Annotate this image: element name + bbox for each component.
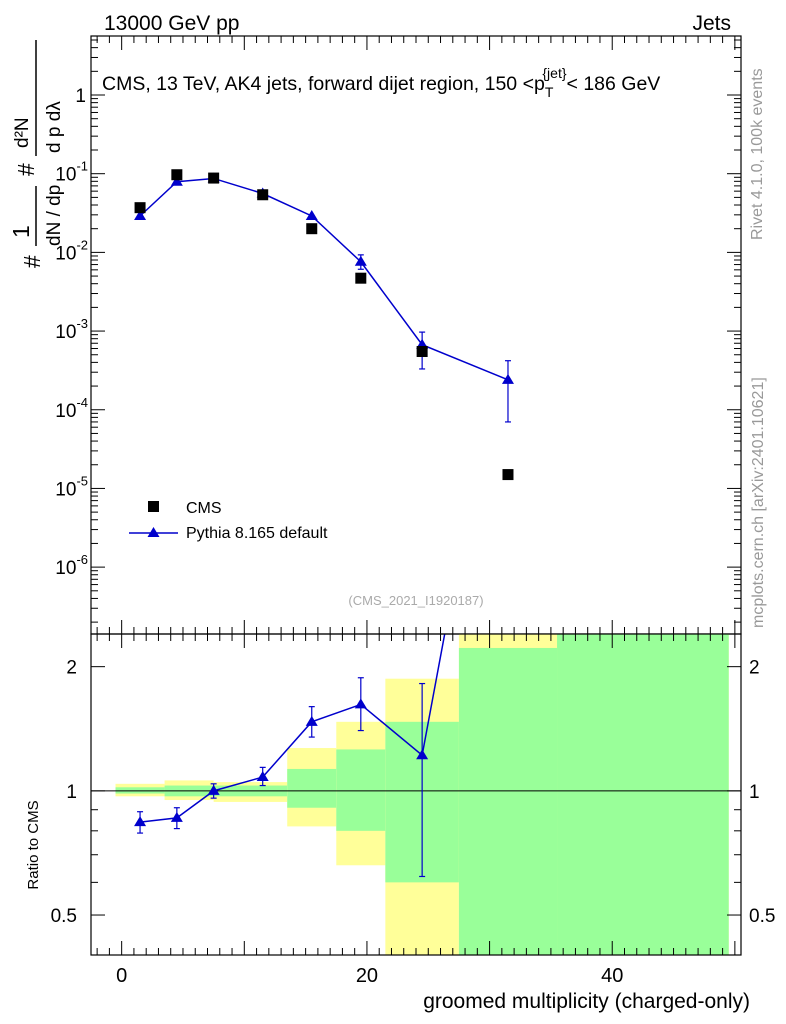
- main-y-tick-label: 10-3: [55, 316, 88, 343]
- pythia-point: [134, 209, 147, 220]
- cms-point: [257, 189, 269, 201]
- rivet-version-label: Rivet 4.1.0, 100k events: [749, 68, 766, 240]
- legend-label-pythia: Pythia 8.165 default: [186, 525, 328, 542]
- cms-point: [355, 272, 367, 284]
- pythia-point: [305, 209, 318, 220]
- ratio-pythia-point: [416, 749, 429, 760]
- pythia-point: [501, 373, 514, 384]
- main-y-axis-label: # 1 dN / dp # d²N d p dλ: [8, 40, 65, 268]
- legend-marker-cms: [148, 501, 159, 512]
- cms-point: [171, 169, 183, 181]
- ratio-pythia-point: [502, 288, 514, 298]
- legend: CMS Pythia 8.165 default: [129, 500, 328, 542]
- ratio-pythia-point: [256, 771, 269, 782]
- header-process-label: 13000 GeV pp: [104, 12, 239, 35]
- ratio-y-tick-label-left: 0.5: [51, 906, 77, 927]
- main-plot-title: CMS, 13 TeV, AK4 jets, forward dijet reg…: [102, 65, 660, 100]
- svg-text:d p dλ: d p dλ: [44, 101, 65, 153]
- main-y-tick-label: 10-2: [55, 237, 88, 264]
- ratio-band-green: [557, 634, 729, 955]
- ratio-y-tick-label-left: 1: [66, 782, 77, 803]
- ratio-band-green: [336, 749, 386, 831]
- svg-text:1: 1: [8, 225, 34, 238]
- ratio-panel: 0.5 0.51 12 20 20 40 Ratio to CMS groomed mul…: [25, 288, 775, 1013]
- ratio-y-tick-label-right: 0.5: [749, 906, 775, 927]
- svg-text:#: #: [19, 255, 45, 268]
- ratio-band-green: [458, 647, 558, 955]
- ratio-y-tick-label-left: 2: [66, 658, 77, 679]
- ratio-y-axis-label: Ratio to CMS: [25, 800, 42, 889]
- main-panel: CMS, 13 TeV, AK4 jets, forward dijet reg…: [8, 35, 742, 635]
- ratio-pythia-point: [134, 816, 147, 827]
- cms-point: [134, 202, 146, 214]
- main-y-tick-label: 10-6: [55, 552, 88, 579]
- ratio-pythia-point: [207, 784, 220, 795]
- header-category-label: Jets: [692, 12, 731, 35]
- svg-text:#: #: [13, 163, 39, 176]
- pythia-point: [170, 175, 183, 186]
- cms-point: [502, 469, 514, 481]
- mcplots-credit-label: mcplots.cern.ch [arXiv:2401.10621]: [750, 377, 767, 628]
- pythia-point: [354, 255, 367, 266]
- cms-point: [306, 223, 318, 235]
- main-plot-frame: [90, 35, 742, 635]
- main-y-tick-label: 10-5: [55, 473, 88, 500]
- x-tick-label: 0: [116, 965, 127, 987]
- x-axis-label: groomed multiplicity (charged-only): [423, 990, 750, 1013]
- cms-point: [416, 345, 428, 357]
- ratio-pythia-point: [354, 698, 367, 709]
- cms-point: [208, 172, 220, 184]
- ratio-y-tick-label-right: 2: [749, 658, 760, 679]
- x-tick-label: 20: [356, 965, 378, 987]
- main-y-tick-label: 10-4: [55, 395, 88, 422]
- main-y-tick-label: 10-1: [55, 159, 88, 186]
- svg-text:dN / dp: dN / dp: [44, 185, 65, 246]
- legend-label-cms: CMS: [186, 500, 222, 517]
- ratio-pythia-point: [170, 811, 183, 822]
- pythia-line: [139, 177, 509, 381]
- ratio-pythia-point: [305, 715, 318, 726]
- x-tick-label: 40: [601, 965, 623, 987]
- ratio-y-tick-label-right: 1: [749, 782, 760, 803]
- svg-text:d²N: d²N: [12, 117, 33, 148]
- main-y-tick-label: 1: [75, 86, 86, 107]
- ratio-pythia-line: [139, 634, 446, 823]
- ratio-band-green: [287, 768, 337, 808]
- analysis-watermark: (CMS_2021_I1920187): [348, 593, 483, 608]
- legend-marker-pythia: [147, 527, 160, 537]
